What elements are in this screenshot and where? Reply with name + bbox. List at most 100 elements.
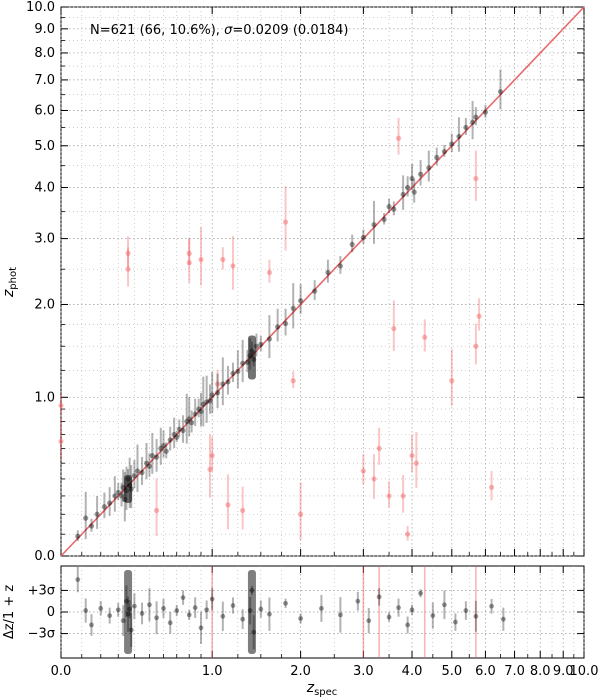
residual-point	[154, 615, 159, 621]
outlier-point	[282, 219, 289, 225]
data-point	[163, 448, 169, 454]
outlier-point	[186, 260, 192, 266]
residual-point	[500, 616, 506, 622]
data-point	[83, 515, 89, 521]
residual-point	[174, 608, 180, 613]
residual-point	[131, 603, 137, 609]
residual-point	[147, 602, 152, 608]
residual-point	[83, 608, 89, 613]
data-point	[235, 368, 241, 374]
outlier-point	[225, 502, 231, 508]
residual-point	[418, 590, 423, 596]
y-tick-label: 8.0	[34, 46, 55, 61]
data-point	[118, 493, 125, 499]
y-tick-label: 2.0	[34, 297, 55, 312]
data-point	[200, 401, 206, 407]
residual-point	[107, 613, 113, 618]
data-point	[266, 336, 273, 342]
outlier-point	[240, 507, 246, 514]
data-point	[258, 341, 264, 347]
data-point	[134, 468, 141, 474]
y-tick-label: 0.0	[34, 549, 55, 564]
data-point	[240, 360, 246, 366]
x-tick-label: 4.0	[402, 664, 423, 679]
data-point	[153, 454, 160, 460]
data-point	[158, 445, 164, 451]
data-point	[198, 408, 204, 415]
data-point	[426, 165, 432, 171]
cluster-low	[124, 474, 133, 503]
data-point	[386, 204, 392, 210]
outlier-point	[153, 507, 160, 514]
stats-prefix: N=621 (66, 10.6%),	[90, 23, 224, 38]
residual-point	[409, 607, 415, 613]
outlier-point	[220, 256, 226, 263]
data-point	[88, 523, 95, 529]
residual-point	[366, 618, 372, 624]
data-point	[400, 191, 406, 198]
data-point	[409, 175, 415, 182]
stats-annotation: N=621 (66, 10.6%), σ=0.0209 (0.0184)	[90, 23, 348, 38]
data-point	[204, 399, 210, 405]
residual-outlier-markers	[211, 566, 477, 658]
y-tick-label: 6.0	[34, 103, 55, 118]
res-cluster-low	[124, 570, 133, 654]
data-point	[441, 148, 448, 155]
residual-point	[298, 616, 304, 621]
data-point	[214, 390, 221, 396]
data-point	[75, 533, 81, 539]
residual-point	[258, 606, 264, 612]
outlier-points	[58, 117, 495, 541]
main-y-tick-labels: 0.0 1.0 2.0 3.0 4.0 5.0 6.0 7.0 8.0 9.0 10.0	[26, 0, 55, 564]
data-point	[184, 418, 190, 425]
outlier-point	[360, 468, 366, 474]
data-point	[174, 434, 180, 440]
main-ylabel-base: z	[1, 289, 17, 298]
data-point	[417, 171, 424, 177]
y-tick-label: 9.0	[34, 22, 55, 37]
residual-point	[319, 606, 324, 611]
y-tick-label: 7.0	[34, 73, 55, 88]
outlier-point	[391, 325, 397, 332]
residual-point	[489, 603, 494, 609]
data-point	[149, 453, 155, 459]
outlier-point	[449, 378, 455, 384]
y-tick-label: 5.0	[34, 139, 55, 154]
data-point	[482, 109, 489, 115]
x-tick-label: 9.0	[553, 664, 574, 679]
residual-point	[89, 622, 94, 628]
residual-ticks	[60, 566, 585, 658]
residual-point	[442, 602, 447, 608]
data-point	[463, 124, 469, 131]
data-point	[101, 504, 107, 510]
data-point	[473, 114, 479, 120]
data-point	[112, 493, 118, 499]
residual-point	[473, 613, 479, 619]
data-point	[176, 426, 182, 432]
outlier-point	[266, 269, 273, 276]
outlier-point	[58, 402, 64, 409]
outlier-point	[125, 250, 131, 256]
x-tick-label: 2.0	[290, 664, 311, 679]
x-tick-label: 3.0	[353, 664, 374, 679]
x-axis-label: zspec	[306, 680, 338, 698]
data-point	[180, 427, 186, 434]
data-point	[192, 411, 198, 417]
residual-point	[161, 606, 166, 611]
data-point	[381, 216, 387, 223]
y-tick-label: 10.0	[26, 0, 55, 15]
data-point	[225, 379, 231, 385]
main-y-axis-label: zphot	[1, 267, 19, 298]
data-point	[146, 463, 153, 469]
outlier-point	[125, 266, 131, 272]
y-tick-label: 3.0	[34, 232, 55, 247]
data-point	[497, 89, 504, 95]
data-point	[298, 298, 304, 304]
residual-point	[283, 600, 288, 606]
res-y-tick-label: −3σ	[28, 627, 55, 642]
data-point	[456, 133, 462, 140]
main-ticks	[60, 6, 585, 557]
res-cluster-mid	[247, 570, 256, 654]
data-point	[186, 416, 192, 422]
data-point	[282, 320, 289, 327]
